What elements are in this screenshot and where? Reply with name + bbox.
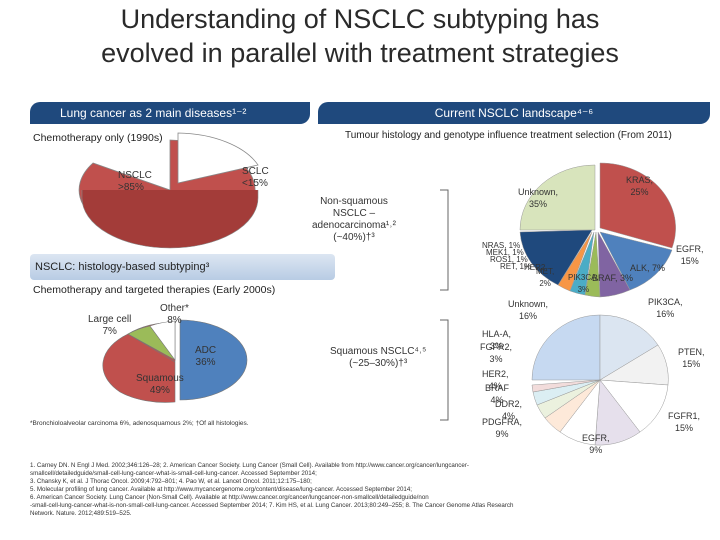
pie3-egfr-slice	[599, 231, 673, 291]
pie3-egfr-label: EGFR, 15%	[676, 244, 704, 266]
pie3-her2-label: HER2,	[524, 263, 548, 272]
chemo-targeted-label: Chemotherapy and targeted therapies (Ear…	[33, 284, 276, 296]
pie3-her2-slice	[519, 229, 593, 286]
references-line-1: 1. Carney DN. N Engl J Med. 2002;346:126…	[30, 462, 469, 469]
pie4-unknown-slice	[531, 314, 601, 381]
right-banner-label: Current NSCLC landscape⁴⁻⁶	[434, 106, 594, 120]
pie2-adc-slice	[179, 319, 248, 401]
pie2-other-slice	[149, 320, 176, 361]
pie4-fgfr1-label: FGFR1, 15%	[668, 411, 701, 433]
references-line-6: -small-cell-lung-cancer-what-is-non-smal…	[30, 502, 514, 509]
pie1-sclc-slice	[177, 132, 259, 184]
pie3-clutter-2: MEK1, 1%	[486, 248, 524, 257]
left-banner: Lung cancer as 2 main diseases¹⁻²	[30, 102, 310, 124]
pie2-large-cell-label: Large cell 7%	[88, 314, 132, 337]
pie1-edge	[81, 190, 259, 249]
pie2-adc-label: ADC 36%	[195, 345, 217, 368]
pie4-fgfr2-slice	[531, 379, 601, 393]
pie4-hla-label: HLA-A, 3%	[482, 329, 512, 351]
pie3-unknown-slice	[519, 164, 596, 231]
pie4-pik3ca-label: PIK3CA, 16%	[648, 297, 683, 319]
nonsq-bracket	[440, 189, 449, 291]
pie4-her2-label: HER2, 4%	[482, 369, 509, 391]
footnote-histology: *Bronchioloalveolar carcinoma 6%, adenos…	[30, 420, 249, 427]
pie4-fgfr2-label: FGFR2, 3%	[480, 342, 513, 364]
pie3-braf-label: BRAF, 3%	[592, 273, 634, 283]
pie3-clutter-3: ROS1, 1%	[490, 255, 528, 264]
pie3-clutter-4: RET, 1%	[500, 262, 532, 271]
pie4-pten-label: PTEN, 15%	[678, 347, 705, 369]
tumour-note: Tumour histology and genotype influence …	[345, 130, 672, 141]
slide-title: Understanding of NSCLC subtyping has evo…	[0, 2, 720, 70]
pie3-alk-label: ALK, 7%	[630, 263, 666, 273]
pie-squamous	[531, 314, 669, 446]
pie1-nsclc-label: NSCLC >85%	[118, 170, 152, 193]
pie4-braf-label: BRAF 4%	[485, 383, 510, 405]
pie4-egfr-label: EGFR, 9%	[582, 433, 610, 455]
pie4-unknown-label: Unknown, 16%	[508, 299, 549, 321]
pie-nonsquamous	[519, 162, 676, 298]
pie3-unknown-label: Unknown, 35%	[518, 187, 559, 209]
references-line-2: smallcell/detailedguide/small-cell-lung-…	[30, 470, 317, 477]
references-line-7: Network. Nature. 2012;489:519–525.	[30, 510, 132, 517]
pie2-squamous-label: Squamous 49%	[136, 373, 184, 396]
pie3-kras-label: KRAS, 25%	[626, 175, 654, 197]
pie1-sclc-label: SCLC <15%	[242, 166, 269, 189]
pie2-other-label: Other* 8%	[160, 303, 189, 326]
references-line-3: 3. Chansky K, et al. J Thorac Oncol. 200…	[30, 478, 312, 485]
sq-bracket	[440, 319, 449, 421]
right-banner: Current NSCLC landscape⁴⁻⁶	[318, 102, 710, 124]
pie-histology	[102, 319, 248, 403]
references-line-4: 5. Molecular profiling of lung cancer. A…	[30, 486, 413, 493]
pie4-pik3ca-slice	[599, 314, 659, 381]
pie3-pik3ca-label: PIK3CA, 3%	[568, 273, 599, 294]
histology-subtyping-bar: NSCLC: histology-based subtyping³	[30, 254, 335, 280]
squamous-nsclc-label: Squamous NSCLC⁴˒⁵ (~25–30%)†³	[330, 346, 427, 369]
title-line-2: evolved in parallel with treatment strat…	[101, 38, 619, 68]
pie3-clutter-1: NRAS, 1%	[482, 241, 521, 250]
nonsquamous-label: Non-squamous NSCLC – adenocarcinoma¹˒² (…	[312, 196, 396, 243]
pie-nsclc-sclc	[78, 132, 259, 249]
chemo-only-label: Chemotherapy only (1990s)	[33, 132, 163, 144]
pie3-met-label: MET, 2%	[536, 267, 555, 288]
pie3-kras-slice	[599, 162, 676, 249]
references-line-5: 6. American Cancer Society. Lung Cancer …	[30, 494, 429, 501]
title-line-1: Understanding of NSCLC subtyping has	[120, 4, 600, 34]
pie4-fgfr1-slice	[599, 379, 669, 433]
left-banner-label: Lung cancer as 2 main diseases¹⁻²	[60, 106, 247, 120]
pie4-pdgfra-label: PDGFRA, 9%	[482, 417, 523, 439]
pie4-ddr2-label: DDR2, 4%	[495, 399, 523, 421]
